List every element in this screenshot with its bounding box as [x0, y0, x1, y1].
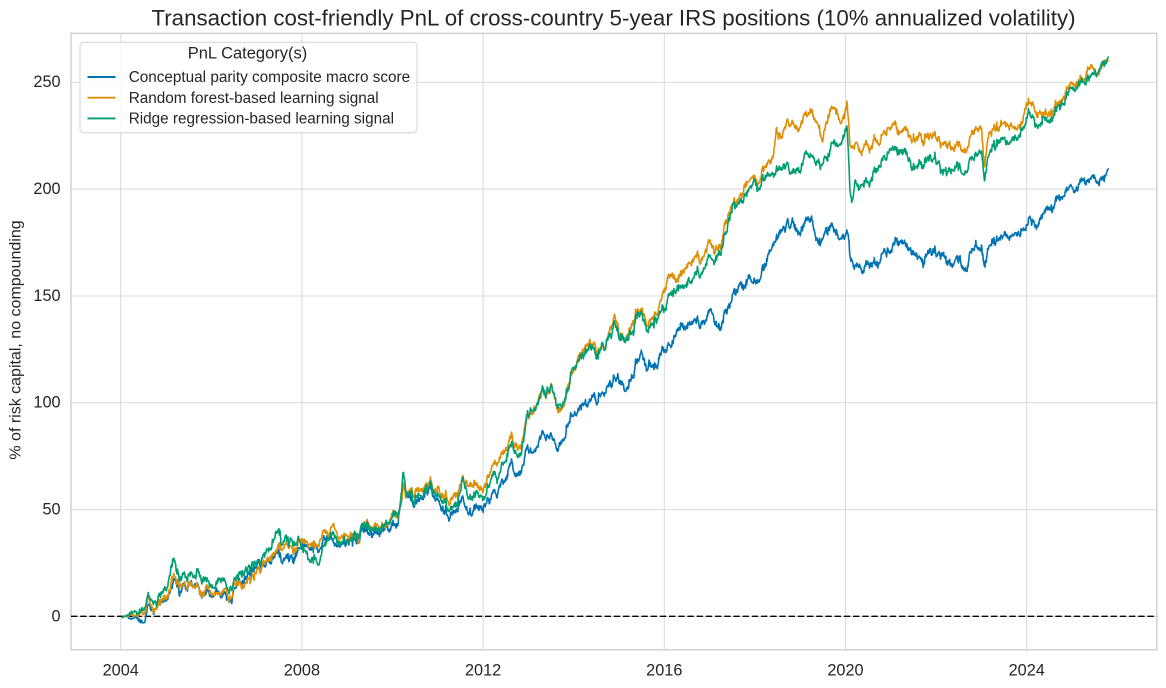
svg-text:2004: 2004 — [103, 662, 139, 680]
svg-text:100: 100 — [33, 394, 60, 412]
svg-text:50: 50 — [42, 501, 60, 519]
svg-text:250: 250 — [33, 73, 60, 91]
svg-text:% of risk capital, no compound: % of risk capital, no compounding — [8, 220, 25, 459]
svg-text:2020: 2020 — [827, 662, 863, 680]
svg-text:0: 0 — [52, 607, 61, 625]
svg-text:Ridge regression-based learnin: Ridge regression-based learning signal — [129, 111, 394, 128]
svg-text:2012: 2012 — [465, 662, 501, 680]
svg-text:2016: 2016 — [646, 662, 682, 680]
svg-text:200: 200 — [33, 180, 60, 198]
svg-text:150: 150 — [33, 287, 60, 305]
svg-text:Random forest-based learning s: Random forest-based learning signal — [129, 90, 379, 107]
svg-text:PnL Category(s): PnL Category(s) — [188, 44, 308, 62]
svg-text:2008: 2008 — [284, 662, 320, 680]
svg-text:2024: 2024 — [1009, 662, 1045, 680]
svg-text:Transaction cost-friendly PnL: Transaction cost-friendly PnL of cross-c… — [151, 6, 1075, 31]
svg-text:Conceptual parity composite ma: Conceptual parity composite macro score — [129, 69, 410, 86]
